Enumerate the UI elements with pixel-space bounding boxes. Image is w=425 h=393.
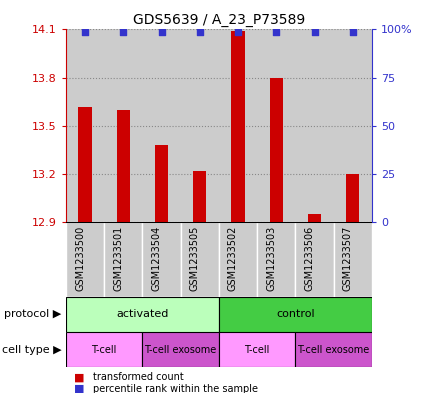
Bar — [231, 31, 245, 222]
Bar — [334, 29, 372, 222]
Text: T-cell: T-cell — [244, 345, 270, 355]
Point — [349, 29, 356, 35]
Bar — [66, 29, 104, 222]
Bar — [142, 29, 181, 222]
Text: control: control — [276, 309, 314, 320]
Bar — [142, 332, 219, 367]
Bar — [219, 222, 257, 297]
Point — [235, 29, 241, 35]
Text: GSM1233506: GSM1233506 — [304, 226, 314, 291]
Text: GSM1233502: GSM1233502 — [228, 226, 238, 291]
Text: ■: ■ — [74, 384, 85, 393]
Bar — [295, 332, 372, 367]
Bar — [219, 29, 257, 222]
Text: GSM1233507: GSM1233507 — [343, 226, 353, 291]
Bar — [219, 332, 295, 367]
Text: protocol ▶: protocol ▶ — [4, 309, 62, 320]
Text: T-cell exosome: T-cell exosome — [298, 345, 370, 355]
Point — [120, 29, 127, 35]
Text: GSM1233505: GSM1233505 — [190, 226, 200, 291]
Text: GSM1233504: GSM1233504 — [151, 226, 162, 291]
Bar — [193, 171, 207, 222]
Text: T-cell exosome: T-cell exosome — [144, 345, 217, 355]
Bar — [104, 29, 142, 222]
Text: ■: ■ — [74, 372, 85, 382]
Text: activated: activated — [116, 309, 169, 320]
Point — [82, 29, 88, 35]
Point — [158, 29, 165, 35]
Bar — [269, 77, 283, 222]
Bar — [219, 297, 372, 332]
Bar — [308, 214, 321, 222]
Bar — [78, 107, 92, 222]
Bar — [295, 29, 334, 222]
Bar — [257, 222, 295, 297]
Point — [311, 29, 318, 35]
Bar — [116, 110, 130, 222]
Bar — [346, 174, 360, 222]
Bar — [181, 29, 219, 222]
Bar — [334, 222, 372, 297]
Point — [273, 29, 280, 35]
Text: percentile rank within the sample: percentile rank within the sample — [94, 384, 258, 393]
Text: GSM1233503: GSM1233503 — [266, 226, 276, 291]
Bar — [66, 297, 219, 332]
Bar — [142, 222, 181, 297]
Text: GSM1233500: GSM1233500 — [75, 226, 85, 291]
Text: transformed count: transformed count — [94, 372, 184, 382]
Title: GDS5639 / A_23_P73589: GDS5639 / A_23_P73589 — [133, 13, 305, 27]
Text: T-cell: T-cell — [91, 345, 117, 355]
Bar — [66, 332, 142, 367]
Bar — [257, 29, 295, 222]
Point — [196, 29, 203, 35]
Bar — [66, 222, 104, 297]
Bar — [181, 222, 219, 297]
Text: GSM1233501: GSM1233501 — [113, 226, 123, 291]
Bar — [295, 222, 334, 297]
Bar — [155, 145, 168, 222]
Bar — [104, 222, 142, 297]
Text: cell type ▶: cell type ▶ — [2, 345, 62, 355]
